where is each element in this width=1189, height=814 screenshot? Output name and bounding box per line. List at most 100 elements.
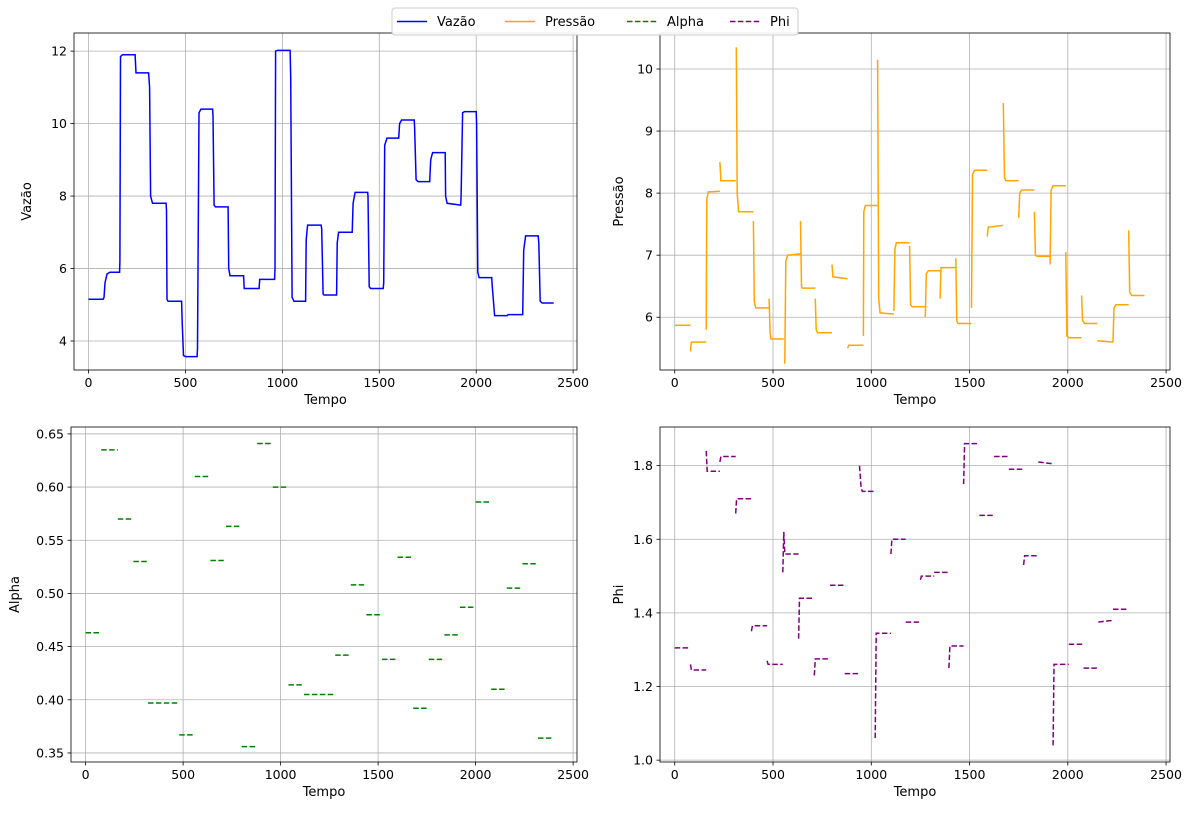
series-line-pressão — [1080, 295, 1098, 325]
y-tick-label: 6 — [645, 310, 653, 325]
y-tick-label: 1.6 — [633, 532, 653, 547]
subplot-phi: 0 500 1000 1500 2000 2500 1.0 1.2 1.4 1.6 1.8 Tempo… — [612, 426, 1182, 800]
series-line-pressão — [799, 220, 816, 289]
series-line-phi — [750, 625, 768, 632]
series-line-pressão — [970, 169, 988, 308]
series-line-pressão — [1002, 103, 1019, 182]
y-tick-label: 0.40 — [36, 692, 64, 707]
x-tick-label: 1500 — [363, 375, 395, 390]
x-tick-label: 1000 — [265, 767, 297, 782]
x-tick-label: 2500 — [557, 767, 589, 782]
series-line-pressão — [1049, 184, 1066, 265]
series-phi — [674, 442, 1128, 746]
series-line-pressão — [831, 264, 848, 280]
x-axis-label: Tempo — [893, 785, 937, 800]
series-line-phi — [719, 455, 736, 463]
subplot-vazão: 0 500 1000 1500 2000 2500 4 6 8 10 12 Tempo Vazão — [20, 32, 589, 408]
y-tick-label: 0.45 — [36, 639, 64, 654]
y-tick-label: 0.35 — [36, 745, 64, 760]
y-tick-label: 12 — [51, 44, 67, 59]
series-line-pressão — [862, 204, 878, 336]
legend-label: Pressão — [545, 15, 595, 30]
y-tick-label: 10 — [51, 116, 67, 131]
axes-frame — [659, 32, 1171, 371]
series-line-pressão — [689, 341, 707, 352]
series-line-pressão — [908, 245, 926, 308]
y-tick-label: 8 — [59, 189, 67, 204]
x-axis-label: Tempo — [303, 393, 347, 408]
gridlines — [74, 33, 577, 370]
series-line-phi — [1098, 619, 1114, 623]
legend-entry-alpha: Alpha — [627, 15, 704, 30]
series-line-pressão — [939, 266, 956, 299]
y-tick-label: 0.50 — [36, 586, 64, 601]
series-line-phi — [1038, 461, 1054, 465]
y-axis-label: Phi — [612, 585, 627, 605]
y-tick-label: 7 — [645, 248, 653, 263]
y-tick-label: 6 — [59, 261, 67, 276]
y-tick-label: 9 — [645, 124, 653, 139]
series-line-pressão — [752, 220, 770, 309]
axes-frame — [659, 426, 1171, 763]
y-axis-label: Pressão — [612, 176, 627, 226]
axes-frame — [73, 32, 578, 371]
series-line-pressão — [784, 253, 801, 364]
y-tick-label: 1.8 — [633, 458, 653, 473]
x-tick-label: 500 — [761, 767, 785, 782]
y-tick-label: 0.65 — [36, 426, 64, 441]
series-line-pressão — [705, 190, 720, 330]
series-line-pressão — [1112, 304, 1129, 343]
y-tick-label: 4 — [59, 334, 67, 349]
series-line-phi — [705, 450, 720, 472]
series-line-phi — [797, 597, 815, 639]
x-tick-label: 2000 — [460, 767, 492, 782]
series-line-pressão — [955, 258, 972, 325]
x-tick-label: 1000 — [855, 767, 887, 782]
series-line-pressão — [1033, 211, 1051, 258]
y-tick-label: 8 — [645, 186, 653, 201]
x-tick-label: 500 — [171, 767, 195, 782]
series-line-pressão — [986, 224, 1003, 237]
x-tick-label: 1500 — [954, 375, 986, 390]
series-alpha — [85, 442, 554, 748]
series-line-pressão — [719, 162, 736, 182]
series-line-pressão — [768, 298, 784, 340]
series-line-phi — [782, 531, 799, 573]
legend-label: Alpha — [667, 15, 704, 30]
series-pressão — [674, 47, 1145, 364]
y-axis-label: Alpha — [8, 576, 23, 613]
series-line-phi — [858, 465, 876, 493]
legend-label: Vazão — [437, 15, 476, 30]
x-tick-label: 2500 — [1150, 375, 1182, 390]
series-line-pressão — [735, 47, 754, 213]
x-tick-label: 0 — [671, 375, 679, 390]
series-line-phi — [689, 664, 707, 671]
x-tick-label: 500 — [761, 375, 785, 390]
axes-frame — [70, 426, 578, 763]
series-line-pressão — [876, 59, 894, 315]
x-tick-label: 1500 — [954, 767, 986, 782]
series-line-phi — [766, 660, 783, 666]
x-tick-label: 2000 — [460, 375, 492, 390]
legend-entry-pressão: Pressão — [505, 15, 595, 30]
series-line-pressão — [814, 298, 832, 334]
y-tick-label: 1.2 — [633, 679, 653, 694]
y-tick-label: 1.0 — [633, 753, 653, 768]
series-line-pressão — [1017, 189, 1035, 218]
series-line-pressão — [893, 242, 910, 312]
x-tick-label: 1000 — [855, 375, 887, 390]
x-tick-label: 2500 — [1150, 767, 1182, 782]
gridlines — [660, 427, 1170, 762]
series-line-pressão — [1127, 230, 1145, 297]
subplot-pressão: 0 500 1000 1500 2000 2500 6 7 8 9 10 Tempo Pressão — [612, 32, 1182, 408]
series-line-phi — [734, 498, 752, 514]
series-line-phi — [919, 575, 935, 580]
y-tick-label: 1.4 — [633, 605, 653, 620]
y-tick-label: 0.55 — [36, 533, 64, 548]
series-line-phi — [1052, 663, 1069, 746]
series-line-vazão — [88, 49, 554, 358]
legend-entry-phi: Phi — [730, 15, 790, 30]
series-line-phi — [890, 538, 906, 555]
